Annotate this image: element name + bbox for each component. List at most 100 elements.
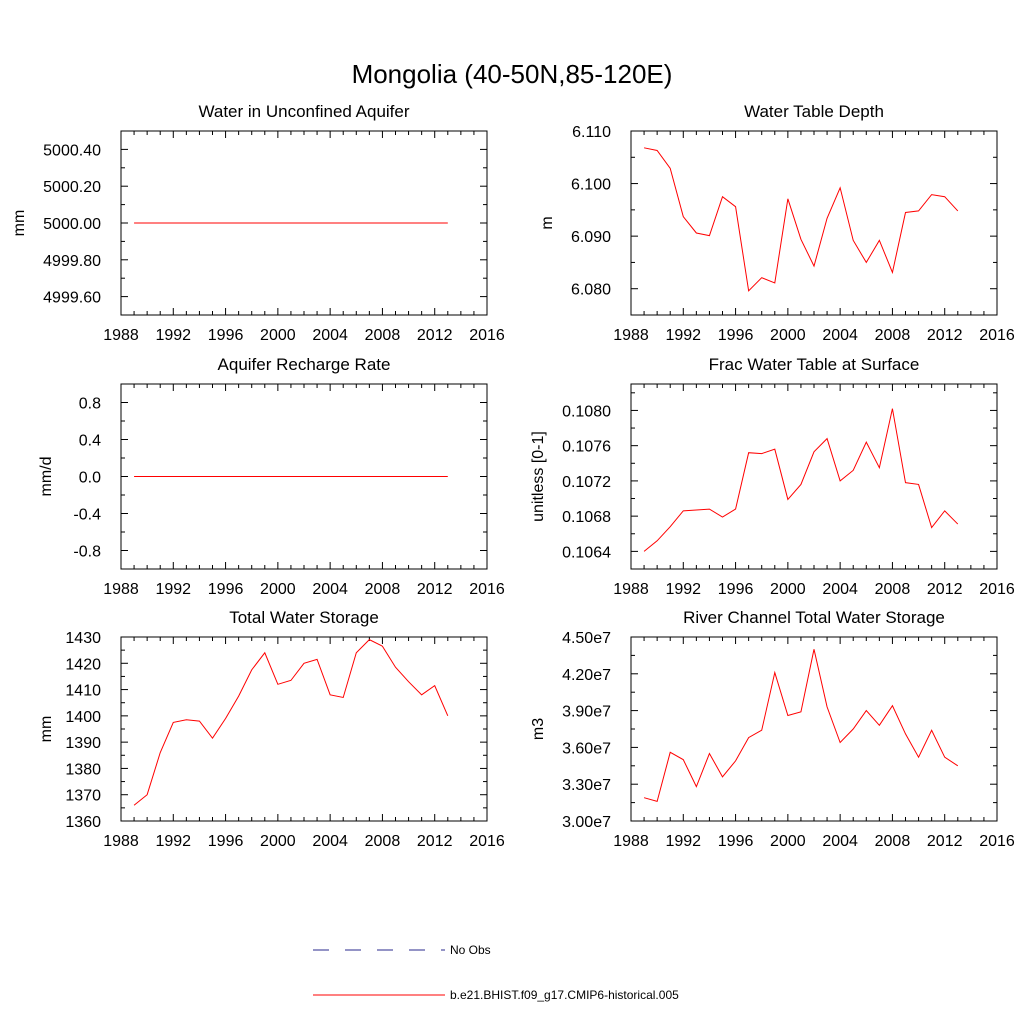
y-tick-label: 0.8	[79, 396, 101, 413]
y-axis-label: unitless [0-1]	[530, 431, 547, 522]
x-tick-label: 2012	[417, 581, 453, 598]
x-tick-label: 2000	[260, 581, 296, 598]
y-tick-label: 4.20e7	[562, 667, 611, 684]
y-tick-label: 5000.20	[43, 179, 101, 196]
x-tick-label: 2008	[875, 327, 911, 344]
x-tick-label: 1996	[208, 327, 244, 344]
y-tick-label: 6.090	[571, 229, 611, 246]
y-tick-label: 0.4	[79, 433, 101, 450]
y-tick-label: 1430	[65, 630, 101, 647]
y-tick-label: 3.90e7	[562, 704, 611, 721]
panel-4: Total Water Storage 1988 1992 1996 2000 2004 2…	[38, 608, 505, 850]
panel-2: Aquifer Recharge Rate 1988 1992 1996 2000 200…	[38, 355, 505, 598]
plot-frame	[630, 383, 998, 570]
y-tick-label: -0.4	[73, 507, 101, 524]
x-tick-label: 2012	[927, 581, 963, 598]
x-tick-label: 1992	[155, 327, 191, 344]
x-tick-label: 2016	[469, 833, 505, 850]
x-tick-label: 2012	[417, 327, 453, 344]
y-tick-label: 6.100	[571, 177, 611, 194]
y-tick-label: 1390	[65, 735, 101, 752]
x-tick-label: 2004	[312, 327, 348, 344]
x-tick-label: 2004	[822, 581, 858, 598]
x-tick-label: 1988	[103, 581, 139, 598]
y-tick-label: 1410	[65, 683, 101, 700]
y-tick-label: 3.00e7	[562, 814, 611, 831]
y-tick-label: 4999.60	[43, 290, 101, 307]
y-tick-label: 0.1064	[562, 544, 611, 561]
panel-title: Frac Water Table at Surface	[709, 355, 920, 374]
y-tick-label: 5000.00	[43, 216, 101, 233]
x-tick-label: 2000	[770, 833, 806, 850]
legend: No Obs b.e21.BHIST.f09_g17.CMIP6-historic…	[313, 943, 679, 1002]
panel-title: Total Water Storage	[229, 608, 379, 627]
x-tick-label: 2000	[260, 327, 296, 344]
y-tick-label: 0.1072	[562, 474, 611, 491]
x-tick-label: 1996	[718, 833, 754, 850]
panel-title: Aquifer Recharge Rate	[218, 355, 391, 374]
x-tick-label: 2008	[365, 327, 401, 344]
x-tick-label: 2008	[875, 833, 911, 850]
x-tick-label: 2004	[822, 833, 858, 850]
plot-frame	[630, 636, 998, 822]
x-tick-label: 2016	[979, 833, 1015, 850]
x-tick-label: 2004	[312, 581, 348, 598]
y-axis-label: mm	[11, 210, 28, 237]
y-tick-label: 0.1068	[562, 509, 611, 526]
x-tick-label: 1992	[155, 833, 191, 850]
y-tick-label: -0.8	[73, 544, 101, 561]
x-tick-label: 1988	[613, 327, 649, 344]
x-tick-label: 1996	[208, 581, 244, 598]
panel-3: Frac Water Table at Surface 1988 1992 1996 2…	[530, 355, 1015, 598]
panel-1: Water Table Depth 1988 1992 1996 2000 2004 200…	[539, 102, 1015, 344]
x-tick-label: 1988	[103, 327, 139, 344]
x-tick-label: 2000	[260, 833, 296, 850]
y-tick-label: 0.1080	[562, 403, 611, 420]
x-tick-label: 2000	[770, 327, 806, 344]
x-tick-label: 2012	[927, 833, 963, 850]
x-tick-label: 1996	[718, 581, 754, 598]
x-tick-label: 1996	[208, 833, 244, 850]
x-tick-label: 2004	[312, 833, 348, 850]
x-tick-label: 2012	[417, 833, 453, 850]
y-axis-label: m	[539, 216, 556, 229]
series-line	[643, 147, 959, 292]
panel-5: River Channel Total Water Storage 1988 199…	[530, 608, 1015, 850]
x-tick-label: 1988	[613, 581, 649, 598]
x-tick-label: 1988	[103, 833, 139, 850]
y-tick-label: 0.1076	[562, 439, 611, 456]
x-tick-label: 1996	[718, 327, 754, 344]
y-tick-label: 4.50e7	[562, 630, 611, 647]
series-line	[643, 408, 959, 552]
y-tick-label: 6.080	[571, 282, 611, 299]
y-tick-label: 1380	[65, 761, 101, 778]
series-line	[133, 639, 449, 806]
panels: Water in Unconfined Aquifer 1988 1992 1996 2…	[11, 102, 1015, 850]
legend-label: b.e21.BHIST.f09_g17.CMIP6-historical.005	[450, 988, 679, 1002]
panel-0: Water in Unconfined Aquifer 1988 1992 1996 2…	[11, 102, 505, 344]
x-tick-label: 2008	[365, 833, 401, 850]
y-axis-label: m3	[530, 718, 547, 740]
x-tick-label: 2016	[979, 581, 1015, 598]
series-line	[643, 649, 959, 802]
x-tick-label: 2016	[979, 327, 1015, 344]
x-tick-label: 1988	[613, 833, 649, 850]
y-tick-label: 1420	[65, 656, 101, 673]
x-tick-label: 2008	[875, 581, 911, 598]
panel-title: River Channel Total Water Storage	[683, 608, 945, 627]
x-tick-label: 1992	[155, 581, 191, 598]
x-tick-label: 2004	[822, 327, 858, 344]
x-tick-label: 2008	[365, 581, 401, 598]
y-tick-label: 5000.40	[43, 142, 101, 159]
y-tick-label: 1370	[65, 788, 101, 805]
plot-frame	[630, 130, 998, 316]
x-tick-label: 2012	[927, 327, 963, 344]
x-tick-label: 1992	[665, 833, 701, 850]
plot-frame	[120, 636, 488, 822]
y-tick-label: 0.0	[79, 470, 101, 487]
y-axis-label: mm	[38, 716, 55, 743]
x-tick-label: 1992	[665, 327, 701, 344]
y-tick-label: 6.110	[572, 124, 611, 141]
y-tick-label: 1400	[65, 709, 101, 726]
